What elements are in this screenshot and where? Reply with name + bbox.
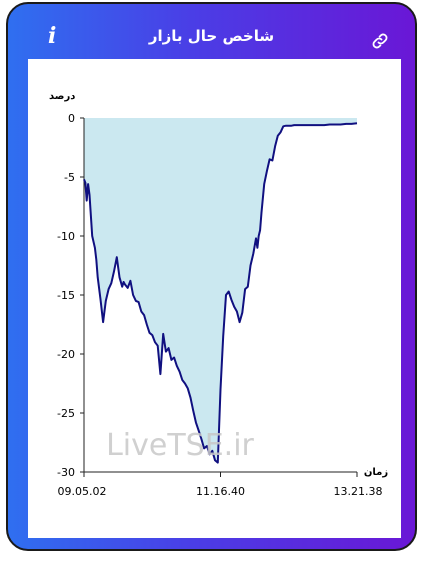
page-title: شاخص حال بازار	[148, 27, 275, 45]
y-tick-label: -20	[57, 348, 75, 361]
area-fill	[84, 118, 357, 463]
chart-panel: درصد زمان 0 -5 -10 -15 -20 -25 -30 09.05.02 11.…	[28, 59, 401, 538]
series-line	[83, 122, 358, 464]
y-tick-label: 0	[68, 112, 75, 125]
watermark: LiveTSE.ir	[106, 428, 254, 463]
y-axis-label: درصد	[49, 91, 75, 102]
y-tick-label: -5	[64, 171, 75, 184]
y-tick-label: -10	[57, 230, 75, 243]
x-ticks: 09.05.02 11.16.40 13.21.38	[58, 472, 383, 498]
x-tick-label: 13.21.38	[334, 485, 383, 498]
header-bar: i شاخص حال بازار	[8, 4, 415, 56]
x-tick-label: 11.16.40	[196, 485, 245, 498]
x-tick-label: 09.05.02	[58, 485, 107, 498]
y-ticks: 0 -5 -10 -15 -20 -25 -30	[57, 112, 84, 479]
market-chart: درصد زمان 0 -5 -10 -15 -20 -25 -30 09.05.02 11.…	[49, 91, 388, 498]
link-icon[interactable]	[371, 32, 389, 50]
y-tick-label: -30	[57, 466, 75, 479]
y-tick-label: -15	[57, 289, 75, 302]
info-icon[interactable]: i	[48, 23, 57, 49]
x-axis-label: زمان	[364, 467, 388, 478]
app-window: i شاخص حال بازار درصد زمان 0 -5 -10 -15 -20 -…	[6, 2, 417, 551]
y-tick-label: -25	[57, 407, 75, 420]
